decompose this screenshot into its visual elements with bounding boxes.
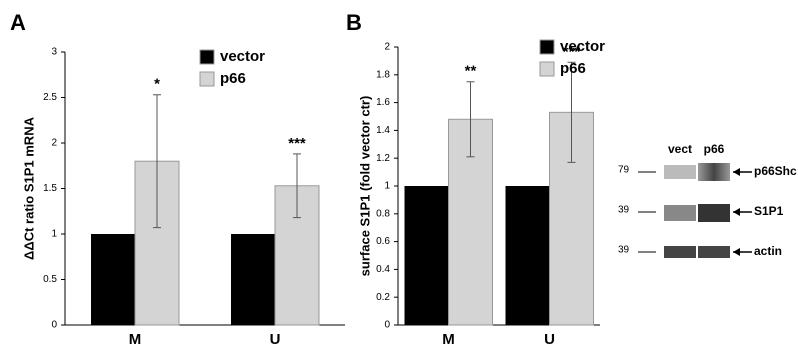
arrow-head [733, 248, 740, 256]
bar [231, 234, 275, 325]
x-tick-label: U [544, 331, 555, 348]
x-tick-label: M [442, 331, 455, 348]
y-tick-label: 0.2 [376, 292, 390, 303]
arrow-head [733, 168, 740, 176]
y-tick-label: 1.6 [376, 97, 390, 108]
bar [405, 186, 449, 325]
y-tick-label: 0.4 [376, 264, 390, 275]
y-axis-label: ΔΔCt ratio S1P1 mRNA [21, 116, 36, 260]
band-label: p66Shc [754, 164, 797, 178]
legend-label: p66 [220, 70, 246, 87]
blot-band [664, 246, 696, 258]
lane-label: vect [668, 142, 692, 156]
blot-band [664, 205, 696, 221]
y-tick-label: 0.6 [376, 236, 390, 247]
legend-swatch [540, 40, 554, 54]
y-tick-label: 1 [384, 181, 390, 192]
y-tick-label: 3 [51, 47, 57, 58]
y-tick-label: 1.4 [376, 125, 390, 136]
figure: AΔΔCt ratio S1P1 mRNA00.511.522.53M*U***… [0, 0, 798, 350]
legend-label: vector [560, 38, 605, 55]
y-tick-label: 1.8 [376, 69, 390, 80]
western-blot [664, 163, 730, 258]
blot-band [698, 163, 730, 181]
annotation: *** [288, 135, 306, 152]
size-marker: 39 [618, 205, 630, 216]
y-tick-label: 0.8 [376, 208, 390, 219]
panel-label: A [10, 10, 26, 35]
y-tick-label: 0 [384, 320, 390, 331]
legend-label: vector [220, 48, 265, 65]
y-axis-label: surface S1P1 (fold vector ctr) [357, 96, 372, 277]
legend-swatch [540, 62, 554, 76]
y-tick-label: 0 [51, 320, 57, 331]
blot-band [698, 246, 730, 258]
arrow-head [733, 208, 740, 216]
x-tick-label: U [270, 331, 281, 348]
y-tick-label: 1.2 [376, 153, 390, 164]
legend-swatch [200, 50, 214, 64]
band-label: S1P1 [754, 204, 784, 218]
lane-label: p66 [704, 142, 725, 156]
x-tick-label: M [129, 331, 142, 348]
size-marker: 39 [618, 245, 630, 256]
panel-label: B [346, 10, 362, 35]
legend-label: p66 [560, 60, 586, 77]
blot-band [664, 165, 696, 179]
blot-band [698, 204, 730, 222]
bar [91, 234, 135, 325]
y-tick-label: 2 [51, 138, 57, 149]
y-tick-label: 2.5 [43, 92, 57, 103]
annotation: ** [465, 63, 477, 80]
y-tick-label: 0.5 [43, 274, 57, 285]
y-tick-label: 1.5 [43, 183, 57, 194]
band-label: actin [754, 244, 782, 258]
annotation: * [154, 76, 160, 93]
size-marker: 79 [618, 165, 630, 176]
y-tick-label: 1 [51, 229, 57, 240]
y-tick-label: 2 [384, 42, 390, 53]
legend-swatch [200, 72, 214, 86]
bar [506, 186, 550, 325]
